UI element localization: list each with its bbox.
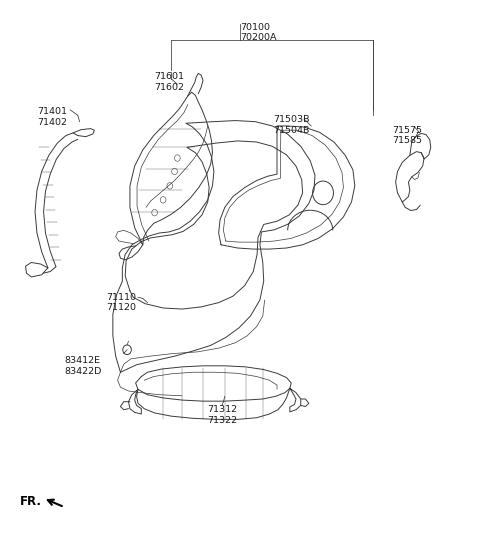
Text: 71601
71602: 71601 71602 (155, 72, 185, 92)
Text: 71110
71120: 71110 71120 (106, 293, 136, 312)
Text: 71503B
71504B: 71503B 71504B (273, 115, 310, 135)
Text: 71401
71402: 71401 71402 (37, 107, 67, 127)
Text: 71575
71585: 71575 71585 (392, 126, 422, 146)
Text: FR.: FR. (19, 496, 41, 509)
Text: 70100
70200A: 70100 70200A (240, 23, 276, 42)
Text: 83412E
83422D: 83412E 83422D (64, 356, 102, 375)
Text: 71312
71322: 71312 71322 (207, 405, 237, 425)
